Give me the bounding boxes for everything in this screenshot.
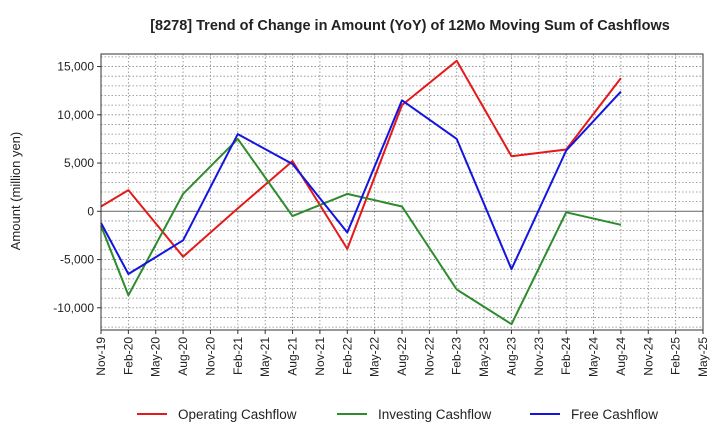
- x-tick-label: Nov-20: [204, 337, 218, 376]
- x-tick-label: Feb-21: [231, 337, 245, 375]
- x-tick-label: Aug-22: [395, 337, 409, 376]
- x-tick-label: May-20: [149, 337, 163, 377]
- legend-label: Free Cashflow: [571, 407, 658, 422]
- y-ticks: 15,000 10,000 5,000 0 -5,000 -10,000: [53, 60, 101, 315]
- series-lines: [100, 59, 622, 326]
- y-tick-label: -10,000: [53, 301, 94, 315]
- y-tick-label: 10,000: [57, 108, 94, 122]
- y-axis-label: Amount (million yen): [8, 132, 23, 251]
- x-tick-label: May-23: [477, 337, 491, 377]
- x-tick-label: May-22: [368, 337, 382, 377]
- x-tick-label: Nov-24: [641, 337, 655, 376]
- grid: [100, 54, 704, 330]
- series-line-operating-cashflow: [100, 59, 622, 258]
- x-tick-label: Aug-23: [505, 337, 519, 376]
- x-tick-label: Feb-20: [121, 337, 135, 375]
- y-tick-label: 5,000: [64, 156, 94, 170]
- y-tick-label: 0: [87, 204, 94, 218]
- x-tick-label: May-21: [258, 337, 272, 377]
- y-tick-label: 15,000: [57, 60, 94, 74]
- x-tick-label: Aug-21: [286, 337, 300, 376]
- x-tick-label: Nov-19: [94, 337, 108, 376]
- x-tick-label: Feb-25: [669, 337, 683, 375]
- x-tick-label: Aug-20: [176, 337, 190, 376]
- x-ticks: Nov-19 Feb-20 May-20 Aug-20 Nov-20 Feb-21 May-…: [94, 330, 710, 377]
- x-tick-label: Nov-23: [532, 337, 546, 376]
- x-tick-label: Feb-23: [450, 337, 464, 375]
- x-tick-label: Nov-22: [422, 337, 436, 376]
- series-line-free-cashflow: [100, 90, 622, 275]
- x-tick-label: May-25: [696, 337, 710, 377]
- chart-title: [8278] Trend of Change in Amount (YoY) o…: [150, 18, 670, 34]
- x-tick-label: Aug-24: [614, 337, 628, 376]
- x-tick-label: Feb-22: [340, 337, 354, 375]
- legend-label: Investing Cashflow: [378, 407, 492, 422]
- x-tick-label: May-24: [587, 337, 601, 377]
- x-tick-label: Nov-21: [313, 337, 327, 376]
- legend: Operating Cashflow Investing Cashflow Free…: [137, 407, 658, 422]
- series-line-investing-cashflow: [100, 137, 622, 326]
- legend-label: Operating Cashflow: [178, 407, 297, 422]
- y-tick-label: -5,000: [60, 253, 94, 267]
- x-tick-label: Feb-24: [559, 337, 573, 375]
